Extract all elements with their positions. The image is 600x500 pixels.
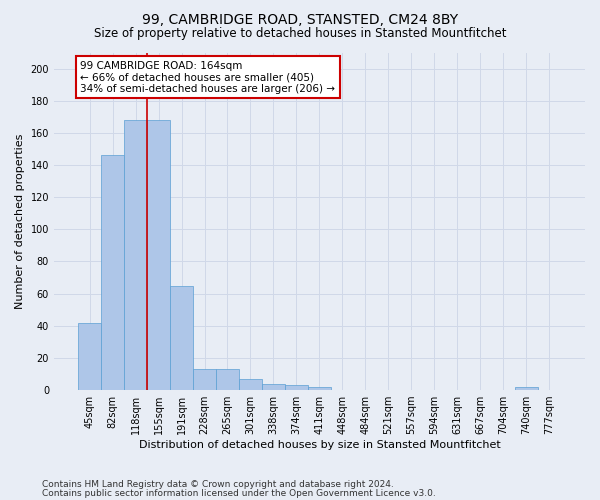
Bar: [262, 384, 285, 390]
Text: 99, CAMBRIDGE ROAD, STANSTED, CM24 8BY: 99, CAMBRIDGE ROAD, STANSTED, CM24 8BY: [142, 12, 458, 26]
Text: 99 CAMBRIDGE ROAD: 164sqm
← 66% of detached houses are smaller (405)
34% of semi: 99 CAMBRIDGE ROAD: 164sqm ← 66% of detac…: [80, 60, 335, 94]
Bar: [124, 120, 147, 390]
Bar: [239, 379, 262, 390]
Bar: [216, 369, 239, 390]
Bar: [101, 156, 124, 390]
Bar: [147, 120, 170, 390]
Bar: [285, 386, 308, 390]
Bar: [170, 286, 193, 390]
Y-axis label: Number of detached properties: Number of detached properties: [15, 134, 25, 309]
Bar: [78, 322, 101, 390]
Bar: [308, 387, 331, 390]
Text: Size of property relative to detached houses in Stansted Mountfitchet: Size of property relative to detached ho…: [94, 28, 506, 40]
Bar: [193, 369, 216, 390]
Text: Contains HM Land Registry data © Crown copyright and database right 2024.: Contains HM Land Registry data © Crown c…: [42, 480, 394, 489]
Bar: [515, 387, 538, 390]
Text: Contains public sector information licensed under the Open Government Licence v3: Contains public sector information licen…: [42, 489, 436, 498]
X-axis label: Distribution of detached houses by size in Stansted Mountfitchet: Distribution of detached houses by size …: [139, 440, 500, 450]
